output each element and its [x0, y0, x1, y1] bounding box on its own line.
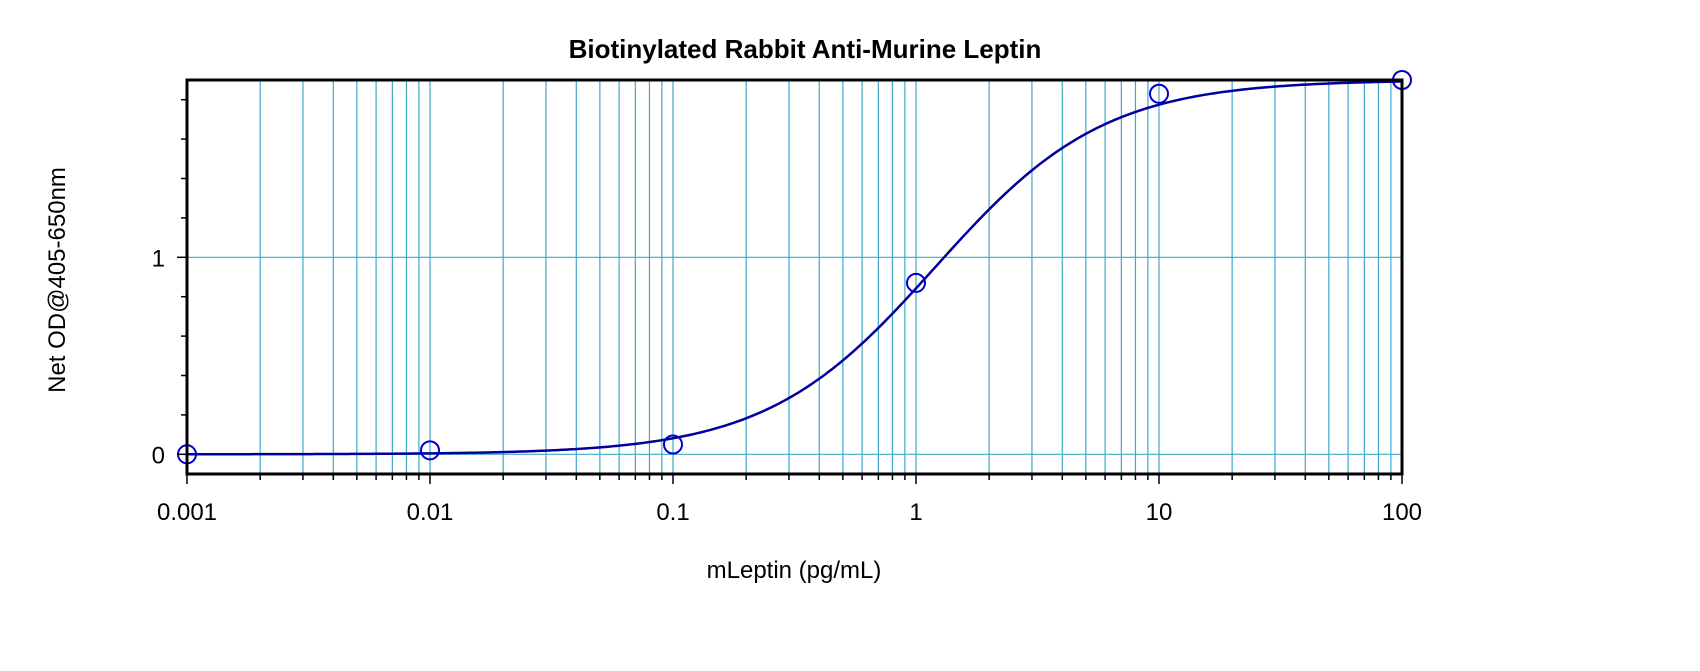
axis-ticks	[177, 98, 1403, 484]
data-markers	[177, 70, 1412, 465]
y-tick-label: 1	[152, 245, 165, 272]
data-point-marker	[906, 272, 926, 293]
data-point-marker	[1149, 83, 1169, 104]
data-point-marker	[420, 440, 440, 461]
fitted-curve-layer	[187, 80, 1403, 456]
x-tick-label: 0.001	[157, 499, 217, 526]
x-tick-labels: 0.001 0.01 0.1 1 10 100	[157, 499, 1422, 526]
y-tick-label: 0	[152, 442, 165, 469]
chart-title: Biotinylated Rabbit Anti-Murine Leptin	[569, 34, 1042, 64]
x-tick-label: 0.01	[407, 499, 454, 526]
x-axis-label: mLeptin (pg/mL)	[707, 557, 882, 584]
data-point-marker	[663, 434, 683, 455]
y-axis-label: Net OD@405-650nm	[44, 167, 71, 393]
y-tick-labels: 01	[152, 245, 165, 469]
x-tick-label: 100	[1382, 499, 1422, 526]
x-tick-label: 10	[1146, 499, 1173, 526]
x-tick-label: 0.1	[656, 499, 689, 526]
plot-frame	[185, 78, 1404, 476]
grid-lines	[186, 80, 1402, 474]
fitted-curve	[187, 80, 1403, 456]
x-tick-label: 1	[909, 499, 922, 526]
